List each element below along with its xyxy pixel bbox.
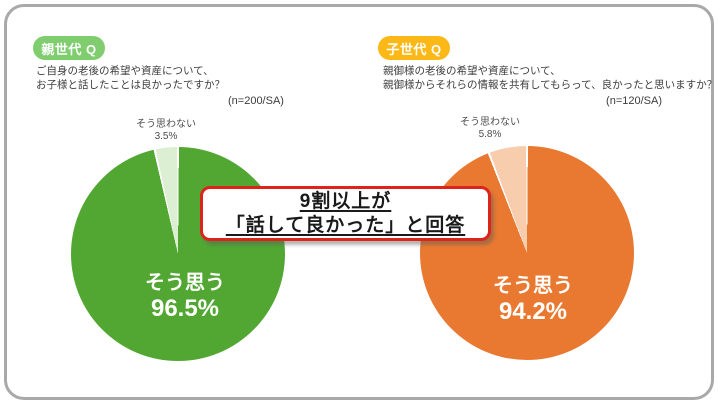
child-pie-chart [420, 146, 634, 360]
child-question-line1: 親御様の老後の希望や資産について、 [383, 65, 561, 77]
child-major-slice-value: 94.2% [498, 298, 568, 325]
child-question-text: 親御様の老後の希望や資産について、 親御様からそれらの情報を共有してもらって、良… [383, 64, 717, 92]
parent-question-line1: ご自身の老後の希望や資産について、 [36, 65, 214, 77]
child-minor-slice-label: そう思わない 5.8% [430, 117, 550, 140]
child-question-line2: 親御様からそれらの情報を共有してもらって、良かったと思いますか？ [383, 79, 718, 92]
key-finding-callout: 9割以上が 「話して良かった」と回答 [200, 186, 491, 241]
child-sample-size: (n=120/SA) [606, 95, 662, 107]
parent-major-slice-name: そう思う [145, 272, 225, 294]
parent-major-slice-value: 96.5% [150, 295, 220, 322]
child-minor-slice-value: 5.8% [478, 128, 502, 140]
child-major-slice-name: そう思う [493, 275, 573, 297]
child-major-slice-label: そう思う 94.2% [433, 275, 633, 325]
parent-minor-slice-value: 3.5% [154, 130, 178, 142]
callout-line1: 9割以上が [299, 190, 392, 212]
child-minor-slice-name: そう思わない [460, 117, 520, 128]
parent-sample-size: (n=200/SA) [228, 95, 284, 107]
parent-minor-slice-label: そう思わない 3.5% [106, 119, 226, 142]
parent-major-slice-label: そう思う 96.5% [85, 272, 285, 322]
parent-generation-badge: 親世代 Q [33, 36, 105, 60]
callout-line2: 「話して良かった」と回答 [225, 214, 466, 236]
parent-minor-slice-name: そう思わない [136, 119, 196, 130]
parent-question-line2: お子様と話したことは良かったですか？ [36, 79, 225, 92]
parent-pie-chart [71, 147, 285, 361]
child-generation-badge: 子世代 Q [378, 36, 450, 60]
parent-question-text: ご自身の老後の希望や資産について、 お子様と話したことは良かったですか？ [36, 64, 225, 92]
